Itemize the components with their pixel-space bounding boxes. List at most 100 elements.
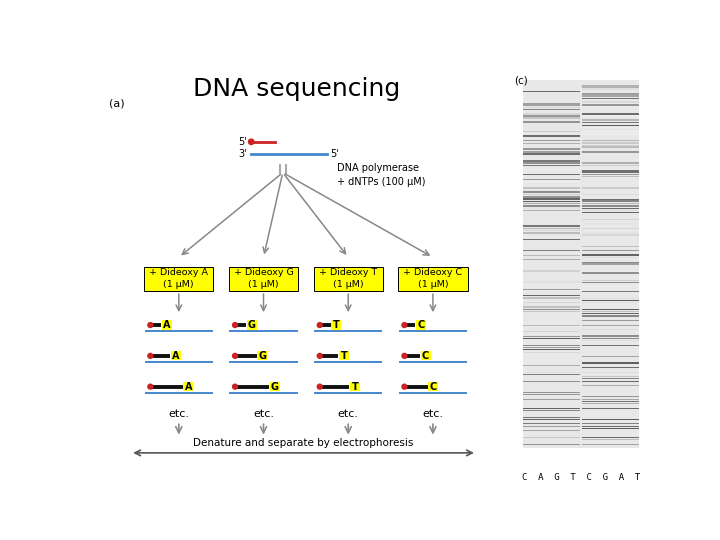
Bar	[582, 208, 639, 209]
Bar	[582, 300, 639, 301]
Bar	[523, 430, 580, 431]
Bar	[582, 335, 639, 337]
Bar	[523, 179, 580, 180]
Bar	[582, 88, 639, 90]
Text: etc.: etc.	[253, 409, 274, 419]
Bar	[582, 107, 639, 108]
Text: T: T	[341, 351, 347, 361]
Bar	[523, 325, 580, 326]
Text: + Dideoxy A
(1 μM): + Dideoxy A (1 μM)	[149, 268, 208, 289]
Bar	[582, 345, 639, 346]
Bar	[523, 148, 580, 151]
Bar	[582, 219, 639, 220]
Bar	[582, 93, 639, 94]
Bar	[582, 291, 639, 292]
Bar	[582, 282, 639, 283]
Bar	[582, 379, 639, 380]
Bar	[582, 200, 639, 202]
Bar	[582, 302, 639, 303]
Bar	[523, 207, 580, 209]
Bar	[523, 176, 580, 177]
Bar	[582, 313, 639, 314]
Bar	[523, 408, 580, 409]
Text: G: G	[258, 351, 266, 361]
Bar	[523, 426, 580, 427]
Bar	[523, 255, 580, 256]
Bar	[523, 205, 580, 207]
Bar	[523, 306, 580, 308]
Bar	[523, 298, 580, 299]
Bar	[582, 125, 639, 126]
Bar	[523, 239, 580, 240]
Bar	[582, 131, 639, 132]
Bar	[523, 91, 580, 92]
Text: A: A	[163, 320, 171, 330]
Text: 5': 5'	[238, 137, 248, 147]
Bar	[523, 135, 580, 137]
Bar	[416, 320, 426, 330]
Circle shape	[148, 322, 153, 328]
Bar	[582, 362, 639, 364]
Bar	[582, 176, 639, 177]
Text: + Dideoxy T
(1 μM): + Dideoxy T (1 μM)	[319, 268, 377, 289]
Bar	[270, 382, 279, 392]
Bar	[582, 356, 639, 357]
Text: C: C	[422, 351, 429, 361]
Bar	[582, 399, 639, 400]
Text: (c): (c)	[514, 75, 528, 85]
Text: etc.: etc.	[168, 409, 189, 419]
Bar	[523, 259, 580, 260]
Bar	[523, 80, 639, 448]
Text: Denature and separate by electrophoresis: Denature and separate by electrophoresis	[194, 438, 414, 448]
Bar	[582, 315, 639, 316]
Bar	[582, 210, 639, 211]
Bar	[523, 365, 580, 366]
Bar	[582, 146, 639, 148]
Bar	[246, 320, 256, 330]
Bar	[582, 151, 639, 153]
Bar	[523, 423, 580, 424]
Text: + Dideoxy C
(1 μM): + Dideoxy C (1 μM)	[403, 268, 462, 289]
Bar	[523, 419, 580, 420]
Bar	[523, 162, 580, 164]
Bar	[523, 381, 580, 382]
Bar	[523, 227, 580, 229]
Text: T: T	[351, 382, 358, 392]
Bar	[523, 309, 580, 310]
Bar	[582, 171, 639, 173]
Bar	[523, 210, 580, 211]
Text: 5': 5'	[330, 149, 339, 159]
Circle shape	[318, 384, 322, 389]
Bar	[523, 376, 580, 377]
Bar	[523, 345, 580, 346]
Bar	[582, 376, 639, 377]
Text: DNA sequencing: DNA sequencing	[193, 77, 400, 102]
Bar	[582, 234, 639, 236]
Bar	[523, 106, 580, 108]
Bar	[523, 165, 580, 166]
Bar	[523, 392, 580, 393]
Bar	[420, 351, 431, 361]
Text: etc.: etc.	[423, 409, 444, 419]
Bar	[523, 293, 580, 294]
Bar	[582, 205, 639, 207]
Bar	[523, 86, 580, 87]
Bar	[582, 325, 639, 326]
Bar	[582, 226, 639, 227]
Bar	[582, 133, 639, 134]
Bar	[523, 379, 580, 380]
Bar	[582, 228, 639, 229]
Bar	[523, 374, 580, 375]
Bar	[582, 372, 639, 373]
Bar	[523, 153, 580, 155]
Bar	[582, 183, 639, 184]
Bar	[582, 101, 639, 103]
Bar	[582, 194, 639, 195]
Bar	[523, 396, 580, 397]
Bar	[523, 295, 580, 296]
Circle shape	[233, 384, 238, 389]
Circle shape	[148, 384, 153, 389]
Text: A: A	[172, 351, 180, 361]
Bar	[582, 320, 639, 321]
Bar	[582, 340, 639, 341]
